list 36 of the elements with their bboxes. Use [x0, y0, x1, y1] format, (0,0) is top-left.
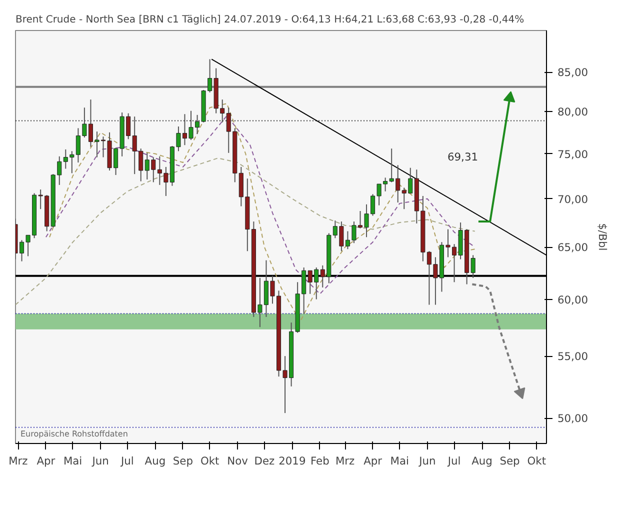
y-tick-label: 50,00: [558, 412, 588, 426]
x-tick-label: Sep: [500, 454, 520, 468]
candlestick: [426, 250, 432, 306]
y-tick-label: 70,00: [558, 192, 588, 206]
x-tick-label: Aug: [472, 454, 492, 468]
y-axis-title: $/Bbl: [596, 223, 610, 251]
candlestick: [226, 107, 231, 154]
candlestick: [57, 156, 62, 186]
x-tick-label: Nov: [227, 454, 248, 468]
x-tick-label: Feb: [310, 454, 330, 468]
x-tick-label: Mai: [63, 454, 82, 468]
x-tick-label: Mai: [390, 454, 409, 468]
x-tick-label: Apr: [36, 454, 56, 468]
x-tick-label: Okt: [527, 454, 546, 468]
line-series: [49, 103, 476, 322]
y-tick-label: 55,00: [558, 350, 588, 364]
annotation: Europäische Rohstoffdaten: [20, 430, 128, 438]
x-tick-label: Mrz: [335, 454, 356, 468]
x-tick-label: Jun: [91, 454, 109, 468]
x-tick-label: Jun: [418, 454, 436, 468]
x-tick-label: Jul: [446, 454, 461, 468]
chart-title: Brent Crude - North Sea [BRN c1 Täglich] 24.07.2019 - O:64,13 H:64,21 L:63,68 C:63,93 -0,28 -0,44%: [16, 14, 524, 26]
y-tick-label: 85,00: [558, 66, 588, 80]
x-tick-label: 2019: [278, 454, 306, 468]
annotation: 69,31: [448, 150, 478, 164]
x-tick-label: Aug: [144, 454, 166, 468]
x-tick-label: Okt: [200, 454, 220, 468]
y-tick-label: 60,00: [558, 293, 588, 306]
x-tick-label: Dez: [254, 454, 276, 468]
x-tick-label: Mrz: [8, 454, 28, 468]
y-tick-label: 65,00: [558, 241, 588, 254]
x-tick-label: Apr: [364, 454, 383, 468]
y-tick-label: 80,00: [558, 106, 588, 119]
y-tick-label: 75,00: [558, 148, 588, 161]
x-tick-label: Sep: [172, 454, 194, 468]
x-tick-label: Jul: [120, 454, 134, 468]
